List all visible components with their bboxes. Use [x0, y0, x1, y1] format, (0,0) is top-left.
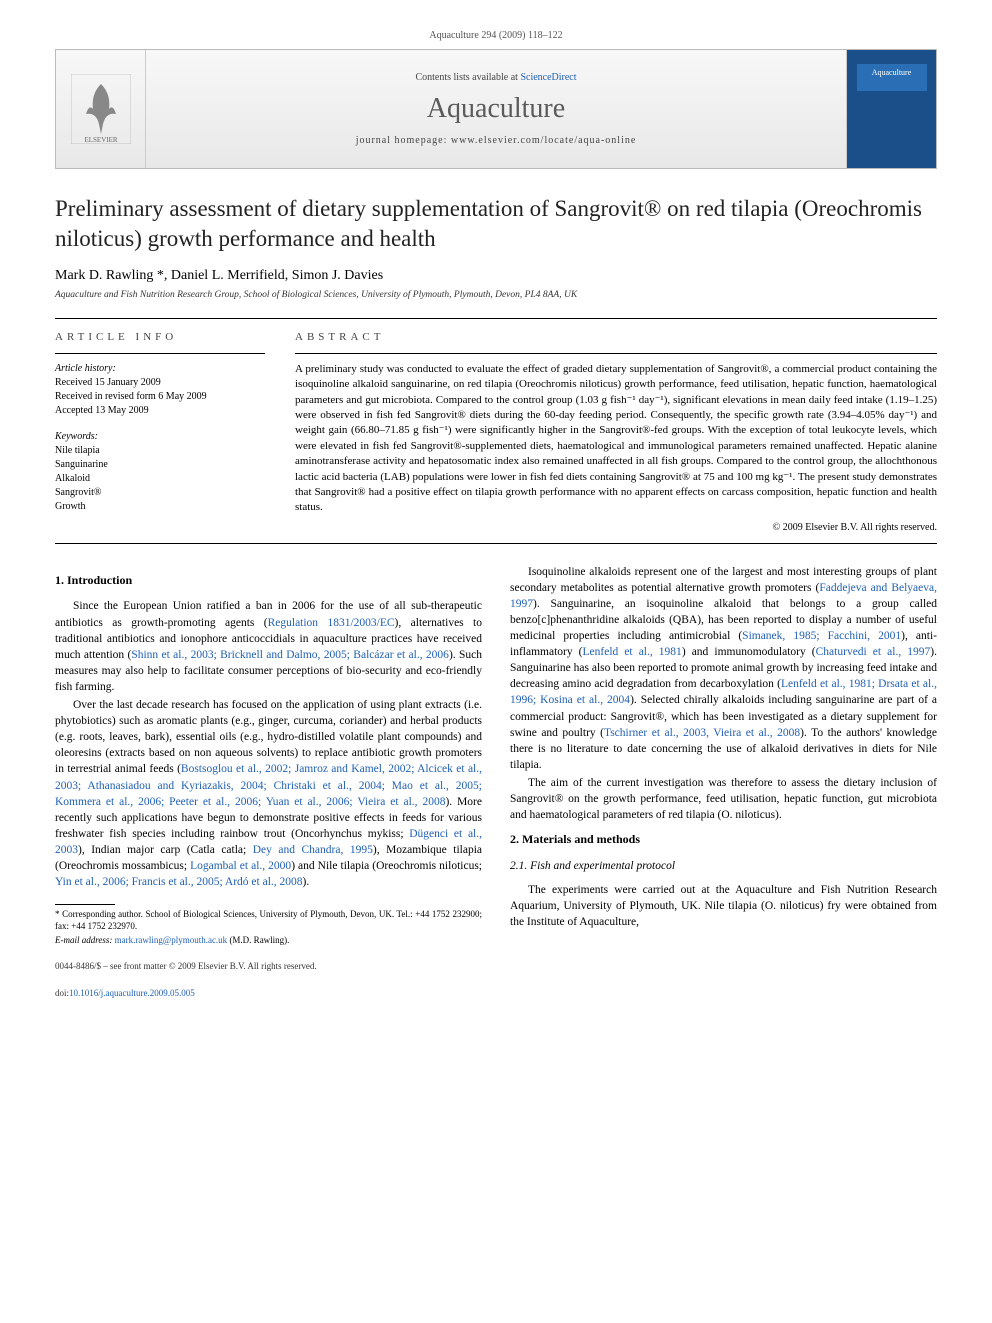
- citation-link[interactable]: Yin et al., 2006; Francis et al., 2005; …: [55, 876, 303, 888]
- citation-link[interactable]: Shinn et al., 2003; Bricknell and Dalmo,…: [131, 649, 449, 661]
- citation-link[interactable]: Dey and Chandra, 1995: [253, 844, 373, 856]
- paragraph: Since the European Union ratified a ban …: [55, 598, 482, 695]
- section-heading-intro: 1. Introduction: [55, 572, 482, 589]
- author-list: Mark D. Rawling *, Daniel L. Merrifield,…: [55, 268, 937, 284]
- journal-cover-thumb: Aquaculture: [846, 50, 936, 168]
- article-info-label: article info: [55, 331, 265, 343]
- contents-line: Contents lists available at ScienceDirec…: [154, 72, 838, 83]
- abstract-column: abstract A preliminary study was conduct…: [295, 331, 937, 533]
- email-link[interactable]: mark.rawling@plymouth.ac.uk: [115, 935, 228, 945]
- journal-banner: ELSEVIER Contents lists available at Sci…: [55, 49, 937, 169]
- divider: [55, 353, 265, 354]
- body-text: 1. Introduction Since the European Union…: [55, 564, 937, 1000]
- citation-link[interactable]: Simanek, 1985; Facchini, 2001: [742, 630, 901, 642]
- citation-link[interactable]: Tschirner et al., 2003, Vieira et al., 2…: [604, 727, 800, 739]
- article-info-column: article info Article history: Received 1…: [55, 331, 265, 533]
- paragraph: The experiments were carried out at the …: [510, 882, 937, 930]
- paragraph: Over the last decade research has focuse…: [55, 697, 482, 890]
- svg-text:ELSEVIER: ELSEVIER: [84, 136, 117, 144]
- journal-name: Aquaculture: [154, 93, 838, 125]
- section-heading-methods: 2. Materials and methods: [510, 831, 937, 848]
- elsevier-tree-icon: ELSEVIER: [71, 74, 131, 144]
- citation-link[interactable]: Lenfeld et al., 1981: [583, 646, 682, 658]
- copyright-line: © 2009 Elsevier B.V. All rights reserved…: [295, 522, 937, 533]
- divider: [295, 353, 937, 354]
- paragraph: The aim of the current investigation was…: [510, 775, 937, 823]
- contents-prefix: Contents lists available at: [415, 72, 520, 83]
- publisher-logo: ELSEVIER: [56, 50, 146, 168]
- divider: [55, 543, 937, 544]
- sciencedirect-link[interactable]: ScienceDirect: [520, 72, 576, 83]
- doi-link[interactable]: 10.1016/j.aquaculture.2009.05.005: [69, 988, 195, 998]
- doi-line: doi:10.1016/j.aquaculture.2009.05.005: [55, 987, 482, 1000]
- paragraph: Isoquinoline alkaloids represent one of …: [510, 564, 937, 773]
- abstract-label: abstract: [295, 331, 937, 343]
- divider: [55, 318, 937, 319]
- keywords-block: Keywords: Nile tilapia Sanguinarine Alka…: [55, 430, 265, 514]
- article-history: Article history: Received 15 January 200…: [55, 362, 265, 418]
- article-title: Preliminary assessment of dietary supple…: [55, 194, 937, 254]
- email-footnote: E-mail address: mark.rawling@plymouth.ac…: [55, 935, 482, 947]
- front-matter-line: 0044-8486/$ – see front matter © 2009 El…: [55, 960, 482, 973]
- abstract-text: A preliminary study was conducted to eva…: [295, 362, 937, 516]
- subsection-heading: 2.1. Fish and experimental protocol: [510, 858, 937, 874]
- corresponding-author-footnote: * Corresponding author. School of Biolog…: [55, 909, 482, 932]
- footnote-separator: [55, 904, 115, 905]
- running-head: Aquaculture 294 (2009) 118–122: [55, 30, 937, 41]
- homepage-line: journal homepage: www.elsevier.com/locat…: [154, 135, 838, 146]
- citation-link[interactable]: Chaturvedi et al., 1997: [816, 646, 931, 658]
- cover-image: Aquaculture: [857, 64, 927, 154]
- citation-link[interactable]: Regulation 1831/2003/EC: [268, 617, 395, 629]
- citation-link[interactable]: Logambal et al., 2000: [190, 860, 291, 872]
- affiliation: Aquaculture and Fish Nutrition Research …: [55, 290, 937, 300]
